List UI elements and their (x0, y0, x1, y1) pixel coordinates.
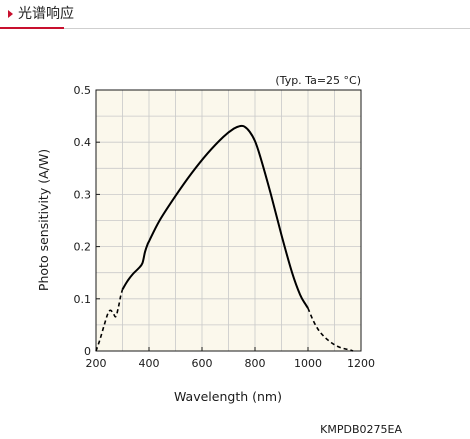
y-tick-label: 0.4 (74, 136, 92, 149)
triangle-bullet-icon (8, 10, 13, 18)
x-axis-title: Wavelength (nm) (174, 389, 282, 404)
x-tick-label: 1000 (294, 357, 322, 370)
y-tick-label: 0.2 (74, 241, 92, 254)
section-header: 光谱响应 (0, 0, 470, 30)
y-tick-label: 0 (84, 345, 91, 358)
x-tick-label: 1200 (347, 357, 375, 370)
sensitivity-curve-solid (121, 124, 309, 309)
x-tick-label: 800 (245, 357, 266, 370)
y-tick-label: 0.5 (74, 84, 92, 97)
y-tick-label: 0.3 (74, 188, 92, 201)
x-tick-label: 400 (139, 357, 160, 370)
sensitivity-curve-dashed (95, 289, 124, 352)
section-divider (0, 28, 470, 29)
y-tick-label: 0.1 (74, 293, 92, 306)
figure-code: KMPDB0275EA (320, 423, 402, 436)
condition-note: (Typ. Ta=25 °C) (275, 74, 361, 87)
x-tick-label: 200 (86, 357, 107, 370)
y-axis-title: Photo sensitivity (A/W) (36, 149, 51, 291)
section-accent-underline (0, 27, 64, 29)
sensitivity-curve-dashed (307, 307, 354, 352)
x-tick-label: 600 (192, 357, 213, 370)
plot-area: 200 400 600 800 1000 1200 0 0.1 0.2 0.3 0.4 0.5 (74, 84, 376, 370)
section-title: 光谱响应 (18, 6, 74, 22)
plot-frame (95, 89, 362, 352)
